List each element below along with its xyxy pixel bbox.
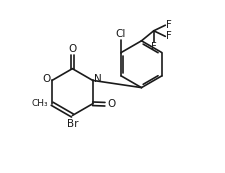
- Text: Cl: Cl: [115, 29, 125, 39]
- Text: Br: Br: [67, 119, 78, 129]
- Text: N: N: [94, 74, 101, 84]
- Text: O: O: [43, 74, 51, 84]
- Text: CH₃: CH₃: [32, 99, 48, 108]
- Text: F: F: [166, 31, 172, 41]
- Text: O: O: [107, 99, 115, 109]
- Text: F: F: [151, 42, 157, 52]
- Text: F: F: [166, 20, 172, 30]
- Text: O: O: [68, 44, 76, 54]
